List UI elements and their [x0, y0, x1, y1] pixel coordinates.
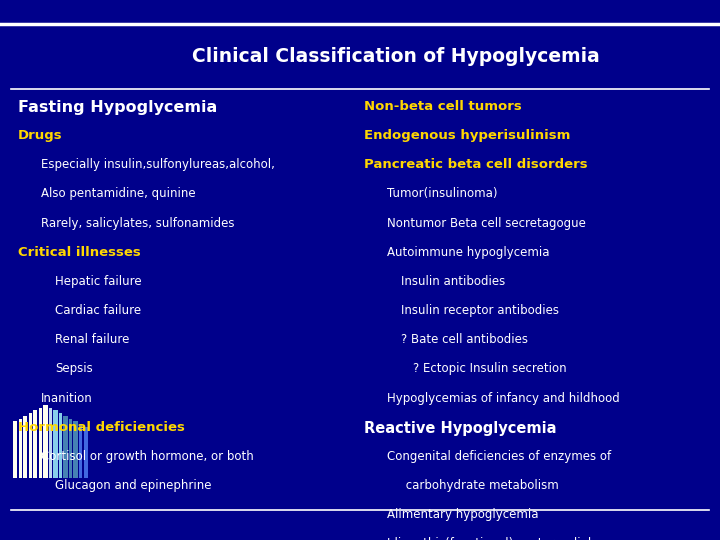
Text: Endogenous hyperisulinism: Endogenous hyperisulinism	[364, 129, 570, 142]
Bar	[84, 427, 88, 478]
Text: Glucagon and epinephrine: Glucagon and epinephrine	[55, 479, 212, 492]
Bar	[73, 421, 78, 478]
Bar	[29, 413, 32, 478]
Text: Insulin receptor antibodies: Insulin receptor antibodies	[401, 304, 559, 317]
Text: Inanition: Inanition	[41, 392, 93, 404]
Text: Non-beta cell tumors: Non-beta cell tumors	[364, 100, 521, 113]
Text: Clinical Classification of Hypoglycemia: Clinical Classification of Hypoglycemia	[192, 47, 600, 66]
Bar	[23, 416, 27, 478]
Text: ? Bate cell antibodies: ? Bate cell antibodies	[401, 333, 528, 346]
Bar	[69, 418, 72, 478]
Bar	[13, 421, 17, 478]
Text: carbohydrate metabolism: carbohydrate metabolism	[387, 479, 559, 492]
Bar	[43, 405, 48, 478]
Bar	[49, 408, 52, 478]
Text: Also pentamidine, quinine: Also pentamidine, quinine	[41, 187, 196, 200]
Text: Especially insulin,sulfonylureas,alcohol,: Especially insulin,sulfonylureas,alcohol…	[41, 158, 275, 171]
Bar	[33, 410, 37, 478]
Text: Tumor(insulinoma): Tumor(insulinoma)	[387, 187, 497, 200]
Text: Critical illnesses: Critical illnesses	[18, 246, 140, 259]
Text: Hypoglycemias of infancy and hildhood: Hypoglycemias of infancy and hildhood	[387, 392, 619, 404]
Text: Sepsis: Sepsis	[55, 362, 93, 375]
Bar	[39, 408, 42, 478]
Text: Insulin antibodies: Insulin antibodies	[401, 275, 505, 288]
Text: Cortisol or growth hormone, or both: Cortisol or growth hormone, or both	[41, 450, 253, 463]
Text: Reactive Hypoglycemia: Reactive Hypoglycemia	[364, 421, 556, 436]
Text: Nontumor Beta cell secretagogue: Nontumor Beta cell secretagogue	[387, 217, 585, 230]
Bar	[79, 424, 82, 478]
Text: Hormonal deficiencies: Hormonal deficiencies	[18, 421, 185, 434]
Bar	[53, 410, 58, 478]
Text: Pancreatic beta cell disorders: Pancreatic beta cell disorders	[364, 158, 588, 171]
Text: ? Ectopic Insulin secretion: ? Ectopic Insulin secretion	[413, 362, 566, 375]
Text: Hepatic failure: Hepatic failure	[55, 275, 142, 288]
Text: Rarely, salicylates, sulfonamides: Rarely, salicylates, sulfonamides	[41, 217, 235, 230]
Text: Alimentary hypoglycemia: Alimentary hypoglycemia	[387, 508, 538, 521]
Bar	[19, 418, 22, 478]
Bar	[59, 413, 62, 478]
Text: Cardiac failure: Cardiac failure	[55, 304, 142, 317]
Text: Autoimmune hypoglycemia: Autoimmune hypoglycemia	[387, 246, 549, 259]
Text: Congenital deficiencies of enzymes of: Congenital deficiencies of enzymes of	[387, 450, 611, 463]
Text: Drugs: Drugs	[18, 129, 63, 142]
Text: Renal failure: Renal failure	[55, 333, 130, 346]
Text: Idiopathic(functional) postprandial: Idiopathic(functional) postprandial	[387, 537, 591, 540]
Bar	[63, 416, 68, 478]
Text: Fasting Hypoglycemia: Fasting Hypoglycemia	[18, 100, 217, 115]
